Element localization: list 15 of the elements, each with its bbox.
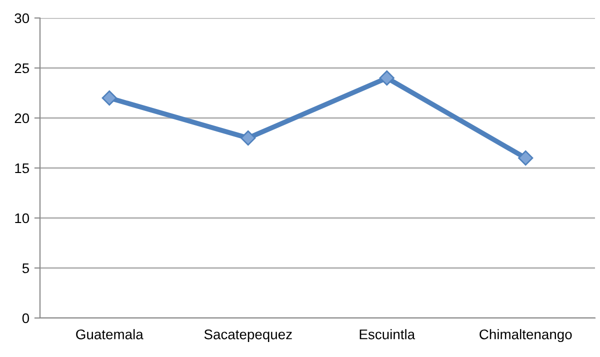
y-tick-label: 30	[14, 13, 30, 24]
x-tick-label: Sacatepequez	[204, 329, 292, 342]
x-tick-label: Chimaltenango	[480, 329, 572, 342]
point	[379, 70, 394, 86]
y-tick-label: 10	[15, 213, 30, 224]
point	[240, 130, 256, 146]
point	[102, 90, 117, 106]
x-tick-label: Escuintla	[360, 329, 416, 340]
x-tick-label: Guatemala	[76, 329, 144, 340]
y-tick-label: 20	[14, 113, 30, 124]
y-tick-label: 5	[22, 263, 29, 274]
y-tick-label: 25	[14, 63, 30, 74]
y-tick-label: 0	[22, 313, 30, 324]
y-tick-label: 15	[15, 163, 30, 174]
point	[518, 150, 534, 166]
